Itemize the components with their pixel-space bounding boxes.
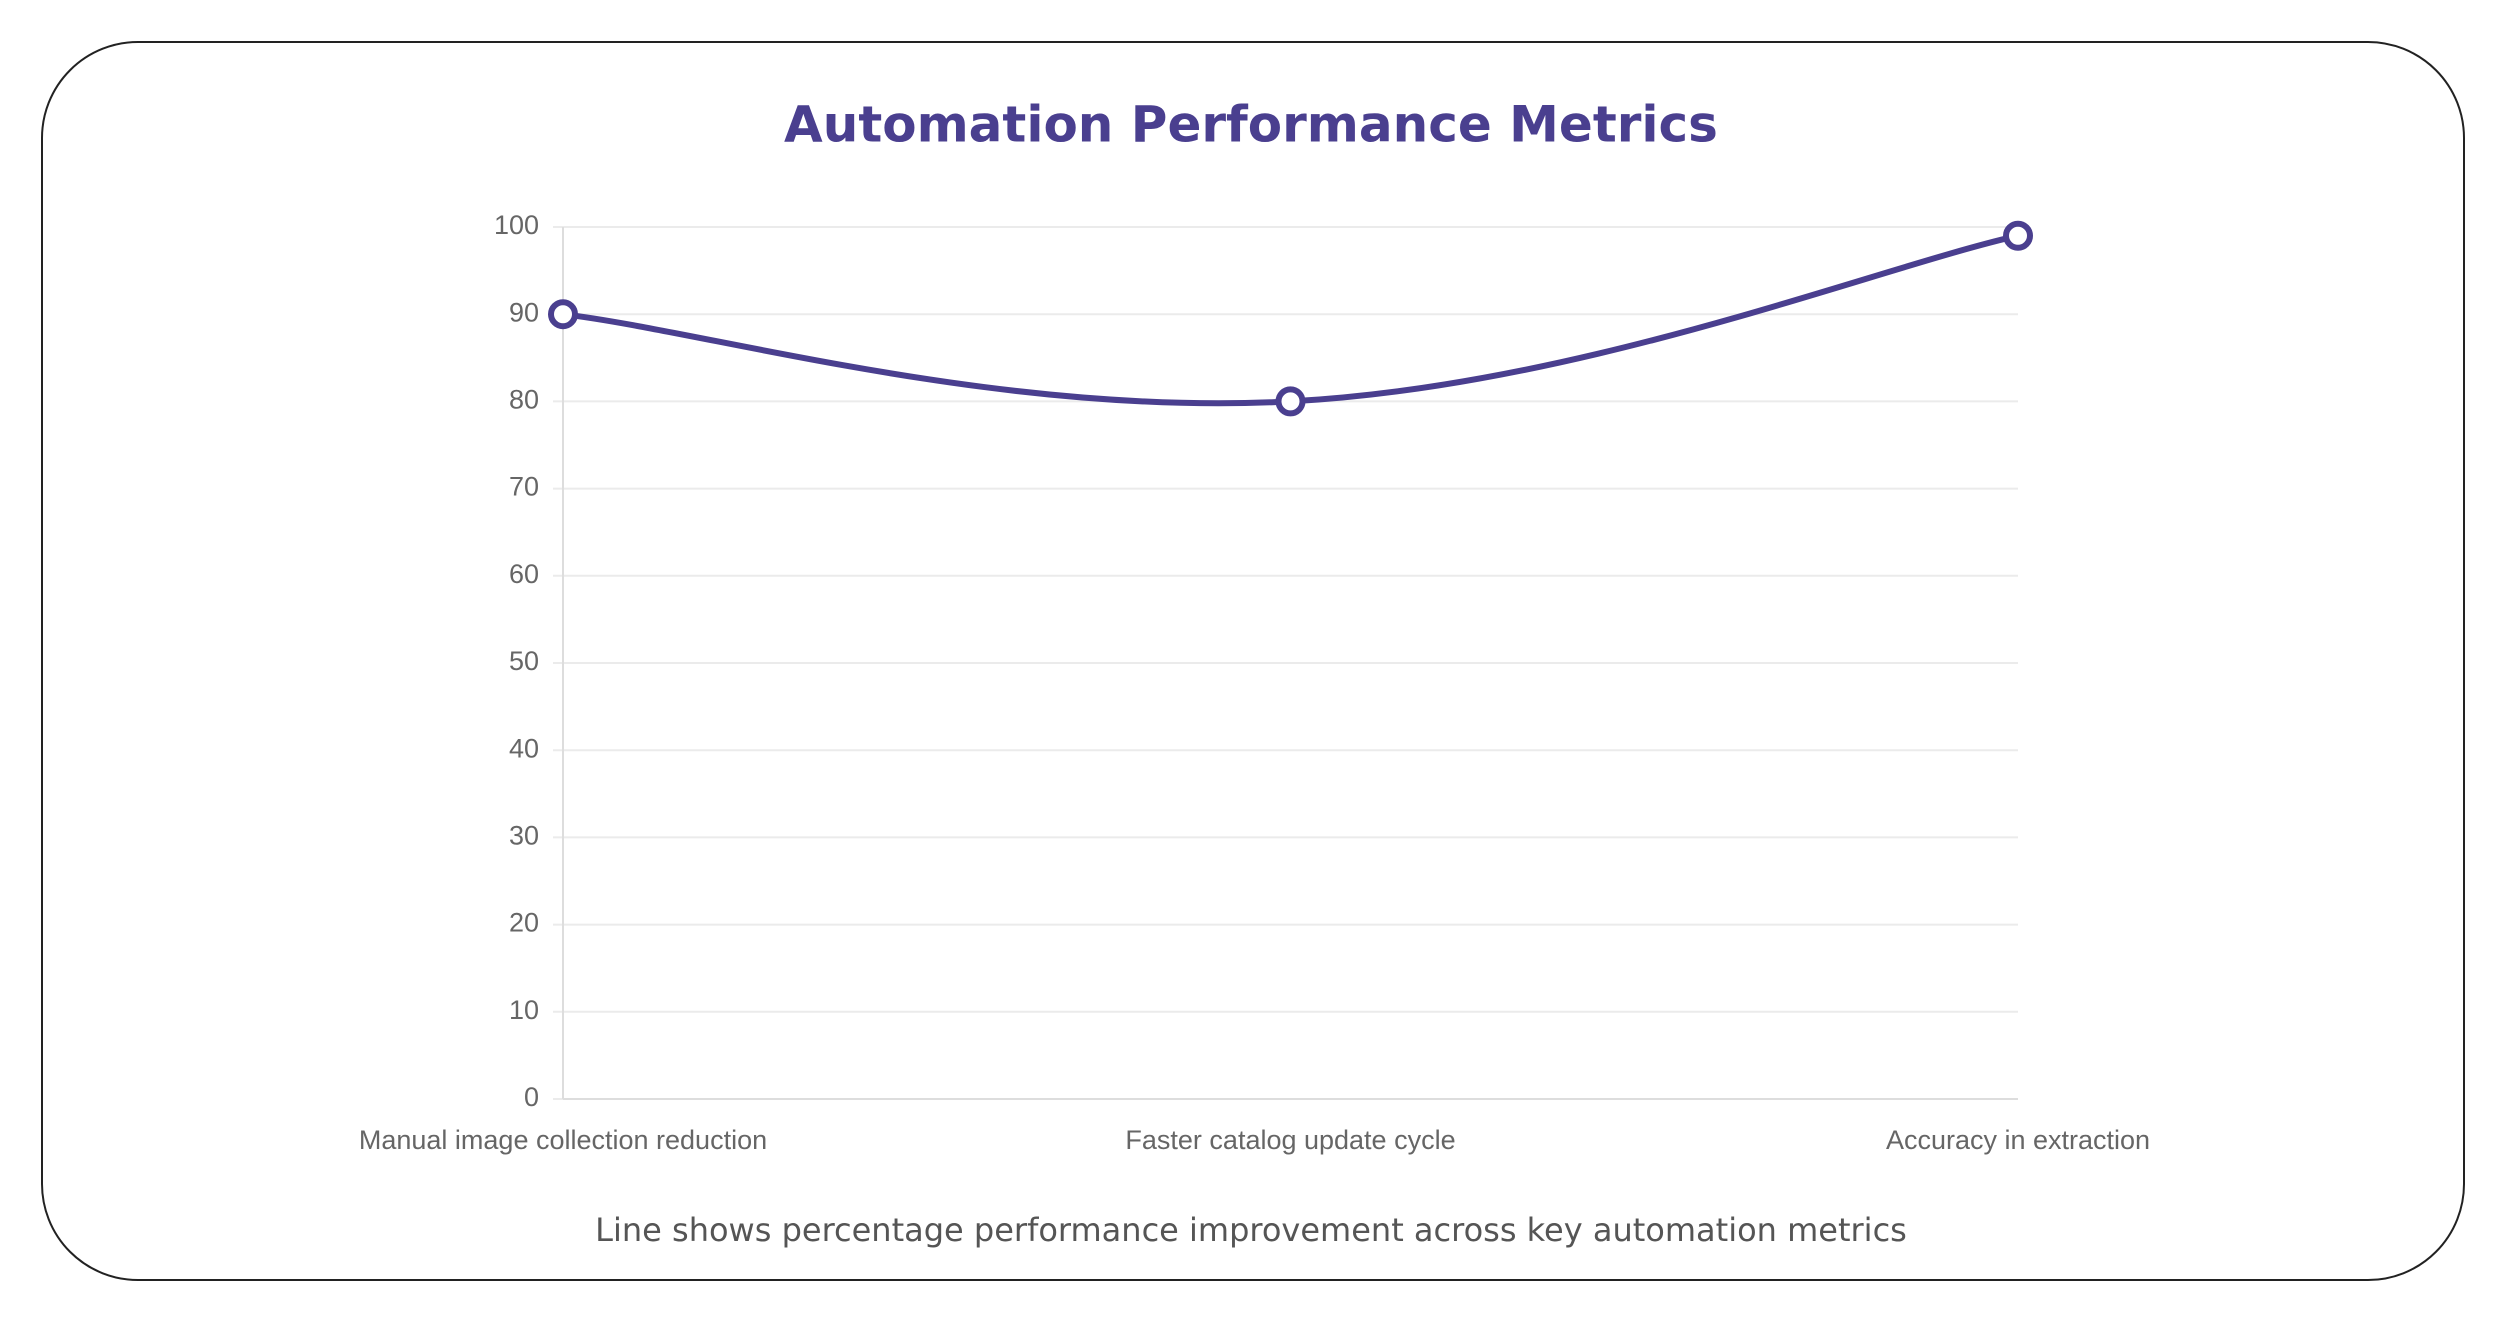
y-tick-label: 0: [524, 1082, 539, 1112]
y-tick-label: 40: [509, 733, 539, 763]
y-tick-label: 90: [509, 297, 539, 327]
y-tick-label: 70: [509, 472, 539, 502]
y-tick-label: 60: [509, 559, 539, 589]
y-tick-label: 30: [509, 821, 539, 851]
y-tick-label: 100: [494, 210, 539, 240]
y-tick-label: 80: [509, 385, 539, 415]
x-tick-label: Manual image collection reduction: [359, 1125, 767, 1155]
caption: Line shows percentage performance improv…: [595, 1211, 1907, 1249]
y-tick-label: 20: [509, 908, 539, 938]
y-tick-label: 50: [509, 646, 539, 676]
point: [548, 299, 578, 330]
x-tick-label: Faster catalog update cycle: [1125, 1125, 1455, 1155]
y-tick-label: 10: [509, 995, 539, 1025]
point: [1275, 386, 1306, 417]
point: [2003, 220, 2033, 251]
x-tick-label: Accuracy in extraction: [1886, 1125, 2150, 1155]
card: [41, 41, 2465, 1281]
chart-title: Automation Performance Metrics: [784, 96, 1718, 154]
